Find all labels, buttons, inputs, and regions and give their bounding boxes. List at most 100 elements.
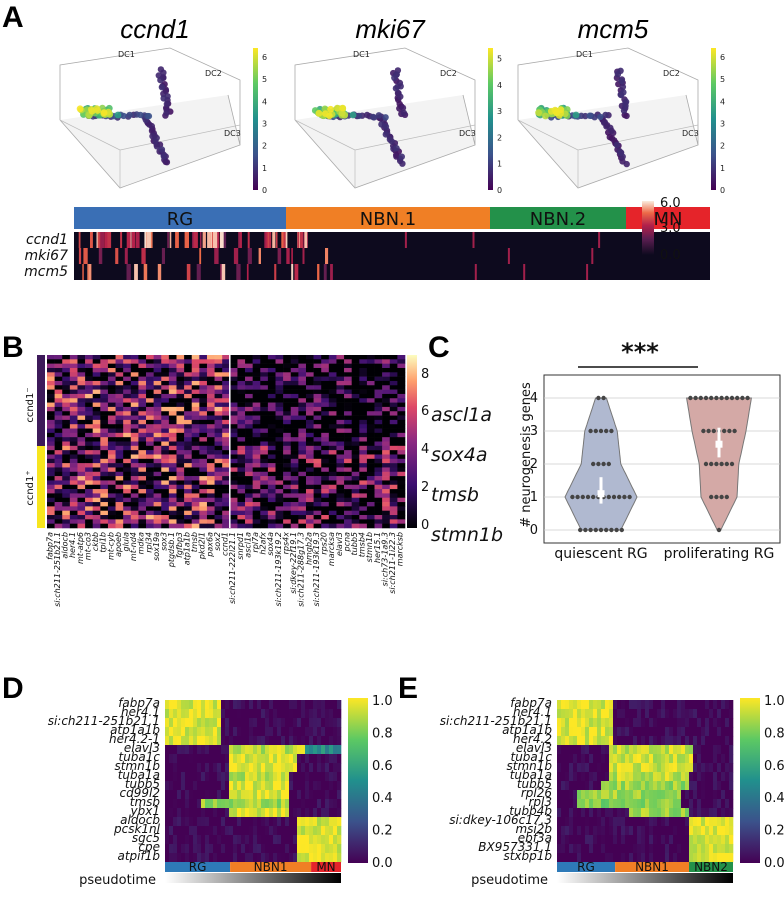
heatmap-cell	[344, 406, 352, 412]
heatmap-cell	[290, 484, 299, 490]
heatmap-cell	[69, 419, 78, 425]
heatmap-cell	[301, 817, 306, 827]
heatmap-cell	[565, 835, 570, 845]
heatmap-cell	[593, 763, 598, 773]
heatmap-cell	[85, 506, 94, 512]
heatmap-cell	[593, 853, 598, 863]
heatmap-cell	[107, 450, 116, 455]
heatmap-cell	[138, 454, 147, 460]
heatmap-cell	[275, 432, 284, 438]
heatmap-cell	[374, 467, 383, 473]
heatmap-cell	[325, 745, 330, 755]
heatmap-cell	[298, 428, 307, 434]
heatmap-cell	[233, 808, 238, 818]
heatmap-cell	[237, 790, 242, 800]
heatmap-cell	[397, 393, 406, 399]
heatmap-cell	[123, 380, 132, 386]
heatmap-cell	[221, 745, 226, 755]
data-point	[724, 395, 729, 401]
heatmap-cell	[283, 476, 292, 481]
gene-label: ybx1	[130, 804, 160, 818]
heatmap-cell	[225, 727, 230, 737]
heatmap-cell	[92, 363, 101, 369]
heatmap-cell	[321, 411, 330, 416]
heatmap-cell	[701, 736, 706, 746]
heatmap-cell	[193, 700, 198, 710]
heatmap-cell	[275, 406, 284, 412]
heatmap-cell	[713, 763, 718, 773]
heatmap-cell	[260, 389, 269, 395]
heatmap-cell	[665, 772, 670, 782]
heatmap-cell	[665, 718, 670, 728]
heatmap-cell	[285, 700, 290, 710]
heatmap-cell	[374, 380, 383, 386]
heatmap-cell	[721, 853, 726, 863]
heatmap-cell	[185, 781, 190, 791]
heatmap-cell	[281, 772, 286, 782]
heatmap-cell	[389, 372, 398, 377]
heatmap-cell	[191, 376, 200, 382]
heatmap-cell	[637, 799, 642, 809]
heatmap-cell	[321, 355, 330, 360]
scatter-point	[586, 112, 593, 119]
heatmap-cell	[557, 754, 562, 764]
heatmap-cell	[565, 808, 570, 818]
heatmap-cell	[561, 817, 566, 827]
heatmap-cell	[305, 450, 314, 455]
heatmap-cell	[321, 406, 330, 412]
heatmap-cell	[123, 445, 132, 451]
heatmap-cell	[313, 700, 318, 710]
heatmap-cell	[593, 781, 598, 791]
heatmap-cell	[249, 808, 254, 818]
heatmap-cell	[597, 781, 602, 791]
heatmap-cell	[283, 411, 292, 416]
heatmap-cell	[721, 781, 726, 791]
heatmap-cell	[569, 781, 574, 791]
heatmap-cell	[601, 799, 606, 809]
heatmap-cell	[693, 826, 698, 836]
heatmap-cell	[301, 709, 306, 719]
heatmap-cell	[328, 393, 337, 399]
heatmap-cell	[249, 745, 254, 755]
heatmap-cell	[199, 467, 208, 473]
heatmap-cell	[115, 437, 124, 442]
heatmap-cell	[705, 718, 710, 728]
heatmap-cell	[54, 402, 63, 408]
e-colorbar-ticks: 1.00.80.60.40.20.0	[764, 694, 784, 871]
heatmap-cell	[161, 454, 170, 460]
scatter-point	[397, 83, 404, 90]
heatmap-cell	[191, 476, 200, 481]
heatmap-cell	[123, 424, 132, 429]
heatmap-cell	[260, 441, 269, 447]
heatmap-cell	[293, 718, 298, 728]
heatmap-cell	[581, 754, 586, 764]
heatmap-cell	[621, 844, 626, 854]
heatmap-cell	[168, 450, 177, 455]
heatmap-cell	[269, 727, 274, 737]
heatmap-cell	[565, 772, 570, 782]
heatmap-cell	[344, 480, 352, 486]
heatmap-cell	[657, 799, 662, 809]
heatmap-cell	[245, 415, 253, 421]
heatmap-cell	[62, 502, 71, 507]
heatmap-cell	[325, 844, 330, 854]
heatmap-cell	[222, 458, 231, 464]
heatmap-cell	[267, 437, 276, 442]
heatmap-cell	[669, 808, 674, 818]
heatmap-cell	[275, 437, 284, 442]
heatmap-cell	[260, 355, 269, 360]
heatmap-cell	[92, 484, 101, 490]
scatter-point	[148, 127, 156, 135]
heatmap-cell	[389, 445, 398, 451]
heatmap-cell	[313, 398, 322, 403]
heatmap-cell	[374, 419, 383, 425]
heatmap-cell	[336, 502, 345, 507]
heatmap-cell	[153, 437, 162, 442]
heatmap-cell	[92, 510, 101, 516]
heatmap-cell	[252, 515, 261, 520]
heatmap-cell	[281, 844, 286, 854]
heatmap-cell	[260, 393, 269, 399]
heatmap-cell	[123, 393, 132, 399]
heatmap-cell	[709, 817, 714, 827]
heatmap-cell	[336, 515, 345, 520]
